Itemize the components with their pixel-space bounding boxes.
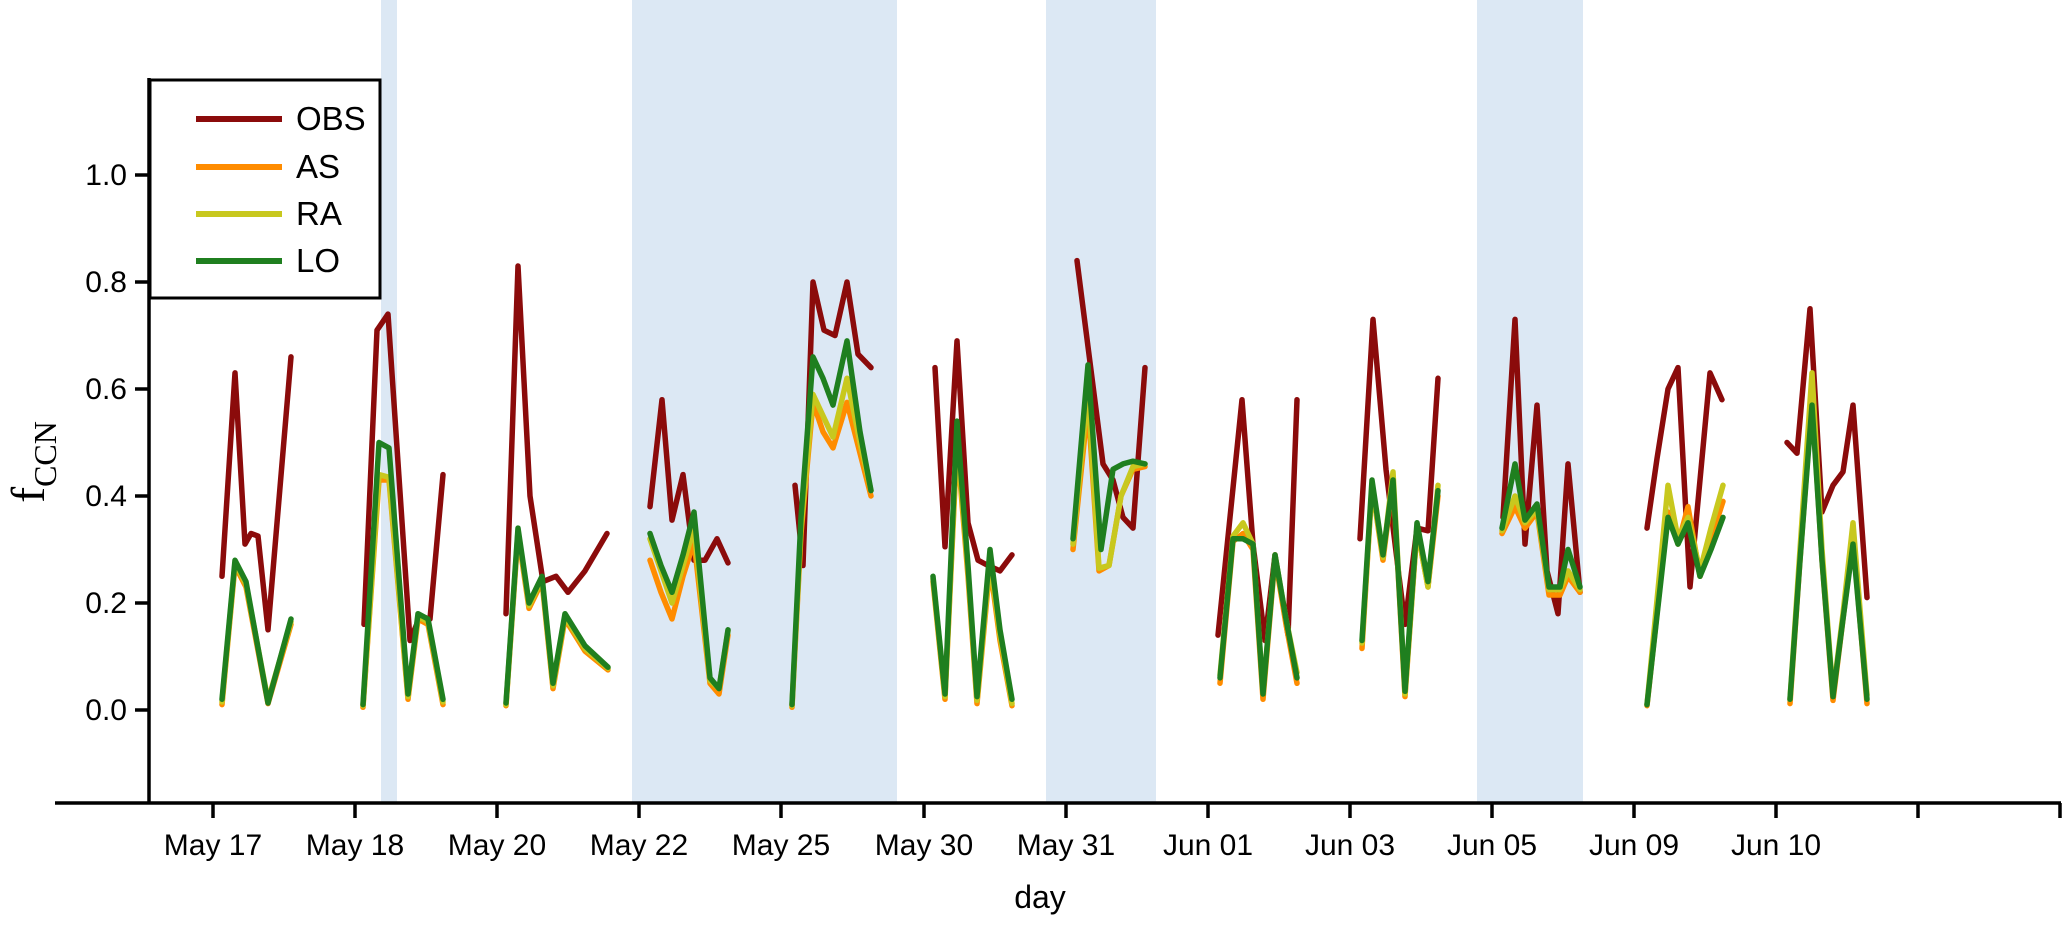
x-tick-label: May 18 [306, 829, 404, 862]
series-segment-ra [1644, 482, 1726, 708]
series-segment-lo [1787, 402, 1870, 703]
series-segment-obs [503, 263, 610, 617]
series-segment-lo [789, 338, 874, 708]
legend-item-lo: LO [196, 242, 340, 279]
legend-label-as: AS [296, 148, 340, 185]
x-tick-label: May 25 [732, 829, 830, 862]
x-tick-label: May 20 [448, 829, 546, 862]
x-tick-label: May 22 [590, 829, 688, 862]
y-tick-label: 0.6 [85, 373, 127, 406]
x-tick-label: Jun 10 [1731, 829, 1821, 862]
highlight-band-3 [1046, 0, 1156, 803]
y-tick-label: 0.2 [85, 587, 127, 620]
axes: May 17 May 18 May 20 May 22 May 25 May 30 May … [55, 78, 2062, 862]
legend-item-as: AS [196, 148, 340, 185]
legend-label-lo: LO [296, 242, 340, 279]
legend-label-obs: OBS [296, 100, 366, 137]
legend-label-ra: RA [296, 195, 342, 232]
x-tick-label: May 31 [1017, 829, 1115, 862]
legend-item-ra: RA [196, 195, 342, 232]
x-tick-label: Jun 01 [1163, 829, 1253, 862]
y-axis-title-main: f [2, 487, 55, 503]
x-tick-label: Jun 09 [1589, 829, 1679, 862]
series-segment-lo [1217, 536, 1300, 697]
series-lo [219, 338, 1870, 708]
series-segment-obs [219, 354, 294, 633]
y-tick-label: 0.4 [85, 480, 127, 513]
series-obs [219, 257, 1870, 644]
series-segment-lo [503, 525, 611, 706]
series-segment-lo [647, 509, 731, 692]
y-axis-title: fCCN [2, 421, 63, 503]
y-axis-title-subscript: CCN [27, 421, 63, 487]
legend: OBS AS RA LO [148, 78, 382, 300]
series-as [219, 396, 1870, 711]
series-segment-obs [1784, 306, 1870, 601]
x-tick-label: May 30 [875, 829, 973, 862]
series-segment-obs [932, 338, 1015, 574]
series-segment-lo [1644, 514, 1726, 708]
series-segment-lo [219, 557, 294, 706]
x-tick-label: Jun 03 [1305, 829, 1395, 862]
series-segment-lo [360, 439, 446, 708]
y-tick-label: 0.0 [85, 694, 127, 727]
x-axis-title: day [1014, 879, 1066, 915]
data-series [219, 257, 1870, 711]
highlight-band-4 [1477, 0, 1583, 803]
series-segment-lo [1359, 477, 1441, 695]
y-tick-label: 1.0 [85, 159, 127, 192]
series-segment-as [647, 538, 731, 697]
series-segment-lo [1070, 362, 1148, 553]
series-segment-obs [647, 396, 731, 566]
y-tick-label: 0.8 [85, 266, 127, 299]
x-tick-label: Jun 05 [1447, 829, 1537, 862]
series-segment-obs [1644, 364, 1725, 590]
legend-item-obs: OBS [196, 100, 366, 137]
x-tick-label: May 17 [164, 829, 262, 862]
series-segment-lo [1499, 461, 1583, 590]
series-segment-lo [930, 418, 1015, 703]
series-ra [219, 370, 1870, 709]
highlight-band-1 [381, 0, 397, 803]
series-segment-obs [1500, 316, 1583, 617]
